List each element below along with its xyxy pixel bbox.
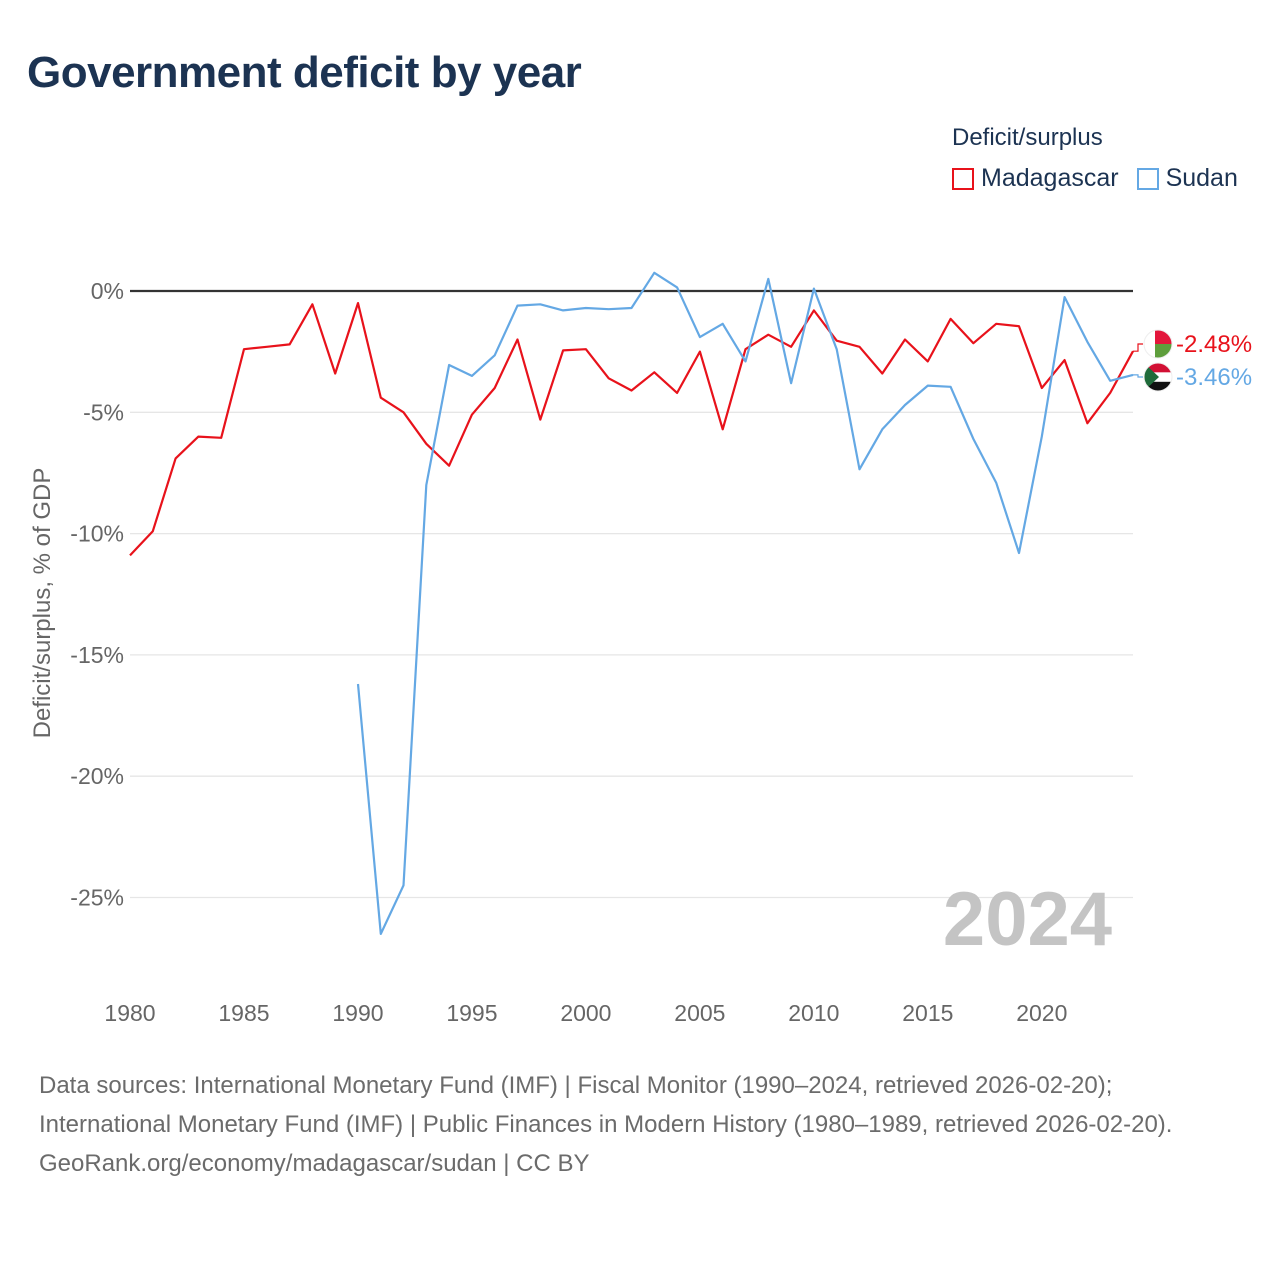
y-tick-label: 0%: [91, 278, 124, 304]
line-chart: 0% -5% -10% -15% -20% -25% 1980 1985 1990 1995 20…: [29, 271, 1252, 1026]
data-sources: Data sources: International Monetary Fun…: [39, 1072, 1173, 1138]
year-watermark: 2024: [943, 877, 1112, 962]
x-tick-label: 2005: [674, 1000, 725, 1026]
legend-title: Deficit/surplus: [952, 124, 1103, 151]
y-axis-label: Deficit/surplus, % of GDP: [29, 468, 56, 739]
end-labels: -2.48% -3.46%: [1133, 329, 1252, 392]
y-tick-label: -20%: [70, 763, 124, 789]
legend-label-sudan: Sudan: [1165, 164, 1238, 192]
grid-lines: [130, 411, 1133, 899]
footer: Data sources: International Monetary Fun…: [39, 1066, 1239, 1183]
flag-sudan-icon: [1143, 362, 1173, 392]
legend-label-madagascar: Madagascar: [981, 164, 1119, 192]
flag-madagascar-icon: [1143, 329, 1173, 359]
end-label-connector-madagascar: [1133, 343, 1143, 352]
y-tick-label: -25%: [70, 885, 124, 911]
legend-swatch-sudan: [1136, 167, 1159, 190]
x-tick-label: 2010: [788, 1000, 839, 1026]
end-label-sudan: -3.46%: [1176, 364, 1252, 391]
legend-swatch-madagascar: [952, 167, 974, 190]
y-tick-label: -5%: [83, 399, 124, 425]
end-label-connector-sudan: [1133, 374, 1143, 378]
x-tick-label: 1980: [104, 1000, 155, 1026]
source-link[interactable]: GeoRank.org/economy/madagascar/sudan | C…: [39, 1150, 590, 1177]
x-axis-ticks: 1980 1985 1990 1995 2000 2005 2010 2015 2020: [104, 1000, 1067, 1026]
x-tick-label: 1990: [332, 1000, 383, 1026]
legend-item-sudan[interactable]: Sudan: [1136, 164, 1238, 193]
x-tick-label: 2020: [1016, 1000, 1067, 1026]
chart-title: Government deficit by year: [27, 48, 582, 97]
y-tick-label: -10%: [70, 521, 124, 547]
y-axis-ticks: 0% -5% -10% -15% -20% -25%: [70, 278, 124, 911]
series-lines: [129, 271, 1134, 936]
end-label-madagascar: -2.48%: [1176, 331, 1252, 358]
legend: Madagascar Sudan: [952, 164, 1256, 193]
series-line-sudan[interactable]: [356, 271, 1134, 936]
x-tick-label: 2015: [902, 1000, 953, 1026]
legend-item-madagascar[interactable]: Madagascar: [952, 164, 1119, 193]
x-tick-label: 1985: [218, 1000, 269, 1026]
x-tick-label: 1995: [446, 1000, 497, 1026]
y-tick-label: -15%: [70, 642, 124, 668]
series-line-madagascar[interactable]: [129, 302, 1134, 557]
x-tick-label: 2000: [560, 1000, 611, 1026]
